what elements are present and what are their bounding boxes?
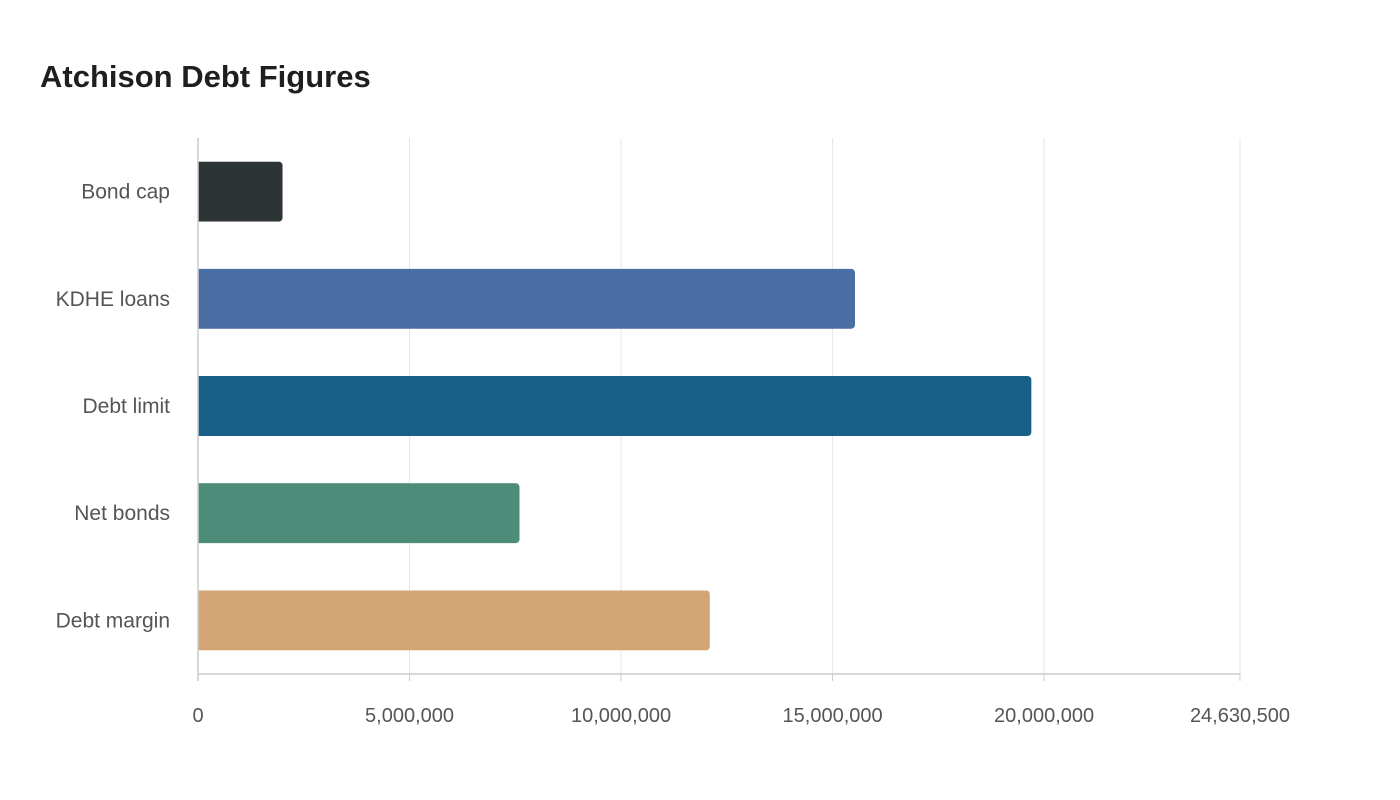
bar[interactable] [192,375,1032,437]
x-tick-label: 0 [192,705,203,727]
category-label: Net bonds [74,502,170,525]
data-label: 19,700,000 [1035,397,1130,418]
data-label: 7,600,000 [524,504,609,525]
data-label: 2,000,000 [287,183,372,204]
x-tick-label: 5,000,000 [365,705,454,727]
bar[interactable] [192,483,520,544]
x-tick-label: 10,000,000 [571,705,671,727]
axes [197,138,1241,681]
labels: 0 5,000,000 10,000,000 15,000,000 20,000,000… [56,181,1290,727]
x-tick-label: 15,000,000 [783,705,883,727]
category-label: Debt limit [82,395,170,418]
category-label: Bond cap [81,181,170,204]
bar[interactable] [192,590,710,651]
bars [192,161,1032,651]
data-label: 15,530,000 [859,290,954,311]
bar[interactable] [192,268,855,329]
category-label: KDHE loans [56,288,170,311]
x-tick-label: 20,000,000 [994,705,1094,727]
category-label: Debt margin [56,609,170,632]
chart-title: Atchison Debt Figures [40,59,371,94]
bar[interactable] [192,161,283,222]
data-label: 12,100,000 [714,611,809,632]
x-tick-label: 24,630,500 [1190,705,1290,727]
